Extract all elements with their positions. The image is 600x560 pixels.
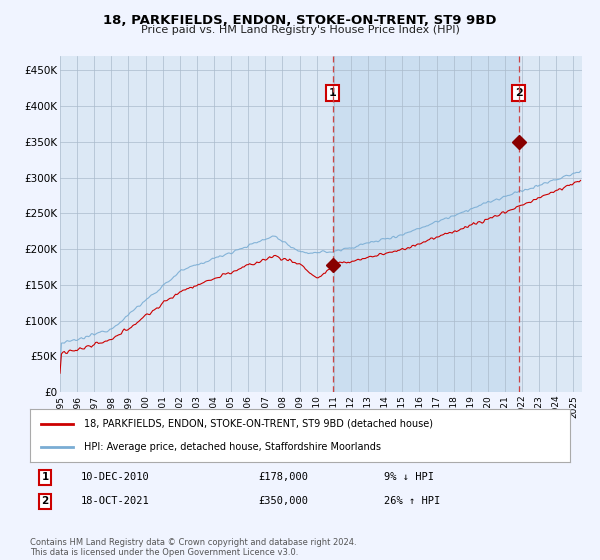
Text: 18, PARKFIELDS, ENDON, STOKE-ON-TRENT, ST9 9BD: 18, PARKFIELDS, ENDON, STOKE-ON-TRENT, S… bbox=[103, 14, 497, 27]
Bar bbox=[333, 56, 518, 392]
Text: Contains HM Land Registry data © Crown copyright and database right 2024.
This d: Contains HM Land Registry data © Crown c… bbox=[30, 538, 356, 557]
Text: 18-OCT-2021: 18-OCT-2021 bbox=[81, 496, 150, 506]
Text: 18, PARKFIELDS, ENDON, STOKE-ON-TRENT, ST9 9BD (detached house): 18, PARKFIELDS, ENDON, STOKE-ON-TRENT, S… bbox=[84, 419, 433, 429]
Text: 1: 1 bbox=[41, 472, 49, 482]
Text: 2: 2 bbox=[41, 496, 49, 506]
Text: £350,000: £350,000 bbox=[258, 496, 308, 506]
Text: 26% ↑ HPI: 26% ↑ HPI bbox=[384, 496, 440, 506]
Text: Price paid vs. HM Land Registry's House Price Index (HPI): Price paid vs. HM Land Registry's House … bbox=[140, 25, 460, 35]
Text: 2: 2 bbox=[515, 88, 523, 98]
Text: 9% ↓ HPI: 9% ↓ HPI bbox=[384, 472, 434, 482]
Text: HPI: Average price, detached house, Staffordshire Moorlands: HPI: Average price, detached house, Staf… bbox=[84, 442, 381, 452]
Text: 10-DEC-2010: 10-DEC-2010 bbox=[81, 472, 150, 482]
Text: 1: 1 bbox=[329, 88, 337, 98]
Text: £178,000: £178,000 bbox=[258, 472, 308, 482]
